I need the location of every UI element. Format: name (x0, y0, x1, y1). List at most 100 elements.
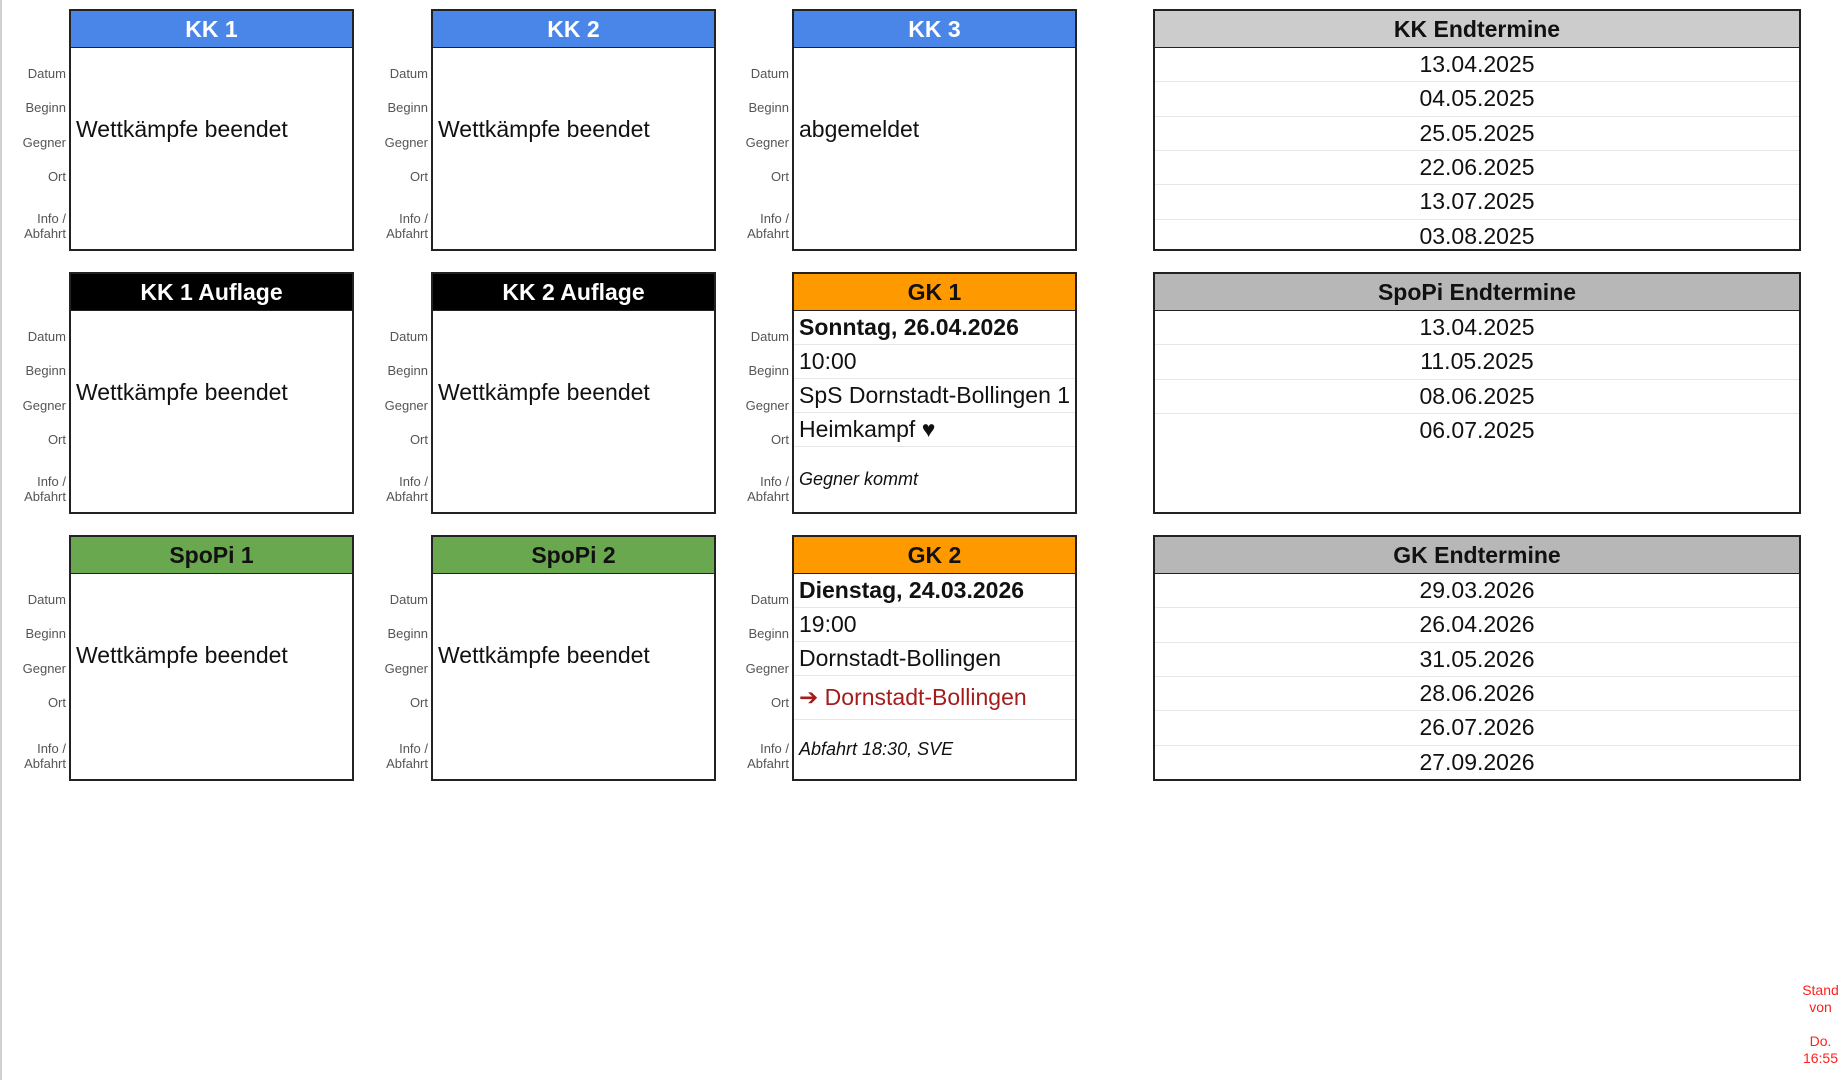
field-label-1: Beginn (748, 626, 789, 641)
status-message: Wettkämpfe beendet (76, 116, 288, 142)
endtermine-header: GK Endtermine (1155, 537, 1799, 574)
field-label-3: Ort (409, 695, 428, 710)
field-label-0: Datum (389, 329, 428, 344)
field-label-4: Info / Abfahrt (24, 741, 66, 771)
stand-day: Do. (1809, 1033, 1832, 1049)
card-spopi-2: SpoPi 2 Wettkämpfe beendet (431, 535, 716, 781)
card-kk-2: KK 2 Wettkämpfe beendet (431, 9, 716, 251)
endtermine-spopi: SpoPi Endtermine 13.04.2025 11.05.2025 08.0… (1153, 272, 1801, 514)
card-gk-2: GK 2 Dienstag, 24.03.2026 19:00 Dornstadt-B… (792, 535, 1077, 781)
end-date: 06.07.2025 (1155, 412, 1799, 447)
field-label-3: Ort (770, 695, 789, 710)
field-label-0: Datum (750, 592, 789, 607)
field-ort: ➔ Dornstadt-Bollingen (794, 675, 1075, 719)
card-kk-1-auflage: KK 1 Auflage Wettkämpfe beendet (69, 272, 354, 514)
status-message: abgemeldet (799, 116, 920, 142)
field-label-2: Gegner (22, 135, 66, 150)
status-message: Wettkämpfe beendet (76, 642, 288, 668)
field-label-1: Beginn (25, 363, 66, 378)
field-label-2: Gegner (745, 135, 789, 150)
end-date: 03.08.2025 (1155, 218, 1799, 253)
field-label-3: Ort (409, 432, 428, 447)
field-label-3: Ort (409, 169, 428, 184)
stand-time: 16:55 (1802, 1050, 1839, 1066)
end-date: 13.04.2025 (1419, 313, 1535, 340)
field-beginn: 10:00 (794, 344, 1075, 378)
field-info: Gegner kommt (794, 446, 1075, 512)
end-date: 26.04.2026 (1155, 607, 1799, 641)
field-label-4: Info / Abfahrt (747, 211, 789, 241)
card-gk-1: GK 1 Sonntag, 26.04.2026 10:00 SpS Dornstad… (792, 272, 1077, 514)
field-label-2: Gegner (745, 398, 789, 413)
field-label-2: Gegner (384, 135, 428, 150)
field-beginn: 19:00 (794, 607, 1075, 641)
field-label-0: Datum (389, 66, 428, 81)
field-label-0: Datum (27, 592, 66, 607)
field-gegner: Dornstadt-Bollingen (794, 641, 1075, 675)
status-message: Wettkämpfe beendet (438, 116, 650, 142)
field-label-1: Beginn (748, 100, 789, 115)
field-label-4: Info / Abfahrt (386, 741, 428, 771)
end-date: 25.05.2025 (1155, 115, 1799, 150)
endtermine-header: SpoPi Endtermine (1155, 274, 1799, 311)
field-datum: Sonntag, 26.04.2026 (799, 313, 1019, 340)
status-message: Wettkämpfe beendet (438, 642, 650, 668)
end-date: 08.06.2025 (1155, 378, 1799, 413)
card-spopi-1: SpoPi 1 Wettkämpfe beendet (69, 535, 354, 781)
card-header: KK 1 (71, 11, 352, 48)
card-header: SpoPi 2 (433, 537, 714, 574)
card-header: KK 1 Auflage (71, 274, 352, 311)
endtermine-header: KK Endtermine (1155, 11, 1799, 48)
card-header: GK 2 (794, 537, 1075, 574)
field-label-3: Ort (47, 169, 66, 184)
end-date: 27.09.2026 (1155, 744, 1799, 779)
status-message: Wettkämpfe beendet (76, 379, 288, 405)
stand-von: von (1809, 999, 1832, 1015)
field-label-0: Datum (27, 329, 66, 344)
field-label-1: Beginn (387, 626, 428, 641)
card-header: GK 1 (794, 274, 1075, 311)
field-label-1: Beginn (25, 626, 66, 641)
field-label-4: Info / Abfahrt (24, 211, 66, 241)
stand-timestamp: Stand von Do. 16:55 (1798, 982, 1843, 1067)
end-date: 22.06.2025 (1155, 149, 1799, 184)
card-header: SpoPi 1 (71, 537, 352, 574)
field-label-2: Gegner (745, 661, 789, 676)
field-label-3: Ort (770, 169, 789, 184)
end-date: 13.07.2025 (1155, 184, 1799, 218)
card-header: KK 2 Auflage (433, 274, 714, 311)
end-date: 26.07.2026 (1155, 710, 1799, 744)
field-label-4: Info / Abfahrt (386, 211, 428, 241)
field-label-2: Gegner (22, 661, 66, 676)
field-ort: Heimkampf ♥ (794, 412, 1075, 446)
end-date: 28.06.2026 (1155, 675, 1799, 710)
card-kk-3: KK 3 abgemeldet (792, 9, 1077, 251)
field-label-3: Ort (47, 695, 66, 710)
field-label-1: Beginn (748, 363, 789, 378)
card-kk-2-auflage: KK 2 Auflage Wettkämpfe beendet (431, 272, 716, 514)
end-date: 11.05.2025 (1155, 344, 1799, 378)
field-info: Abfahrt 18:30, SVE (794, 719, 1075, 779)
stand-label: Stand (1802, 982, 1839, 998)
field-label-0: Datum (389, 592, 428, 607)
field-label-4: Info / Abfahrt (386, 474, 428, 504)
field-label-4: Info / Abfahrt (747, 474, 789, 504)
sheet-left-border (0, 0, 2, 1080)
field-gegner: SpS Dornstadt-Bollingen 1 (794, 378, 1075, 412)
card-header: KK 2 (433, 11, 714, 48)
field-label-3: Ort (770, 432, 789, 447)
end-date: 04.05.2025 (1155, 81, 1799, 115)
field-label-0: Datum (27, 66, 66, 81)
card-header: KK 3 (794, 11, 1075, 48)
end-date: 13.04.2025 (1419, 50, 1535, 77)
field-label-4: Info / Abfahrt (747, 741, 789, 771)
endtermine-kk: KK Endtermine 13.04.2025 04.05.2025 25.05.2… (1153, 9, 1801, 251)
field-label-0: Datum (750, 329, 789, 344)
field-label-2: Gegner (384, 661, 428, 676)
field-label-1: Beginn (387, 363, 428, 378)
endtermine-gk: GK Endtermine 29.03.2026 26.04.2026 31.05.2… (1153, 535, 1801, 781)
end-date: 31.05.2026 (1155, 641, 1799, 676)
field-datum: Dienstag, 24.03.2026 (799, 576, 1025, 603)
field-label-1: Beginn (387, 100, 428, 115)
field-label-3: Ort (47, 432, 66, 447)
